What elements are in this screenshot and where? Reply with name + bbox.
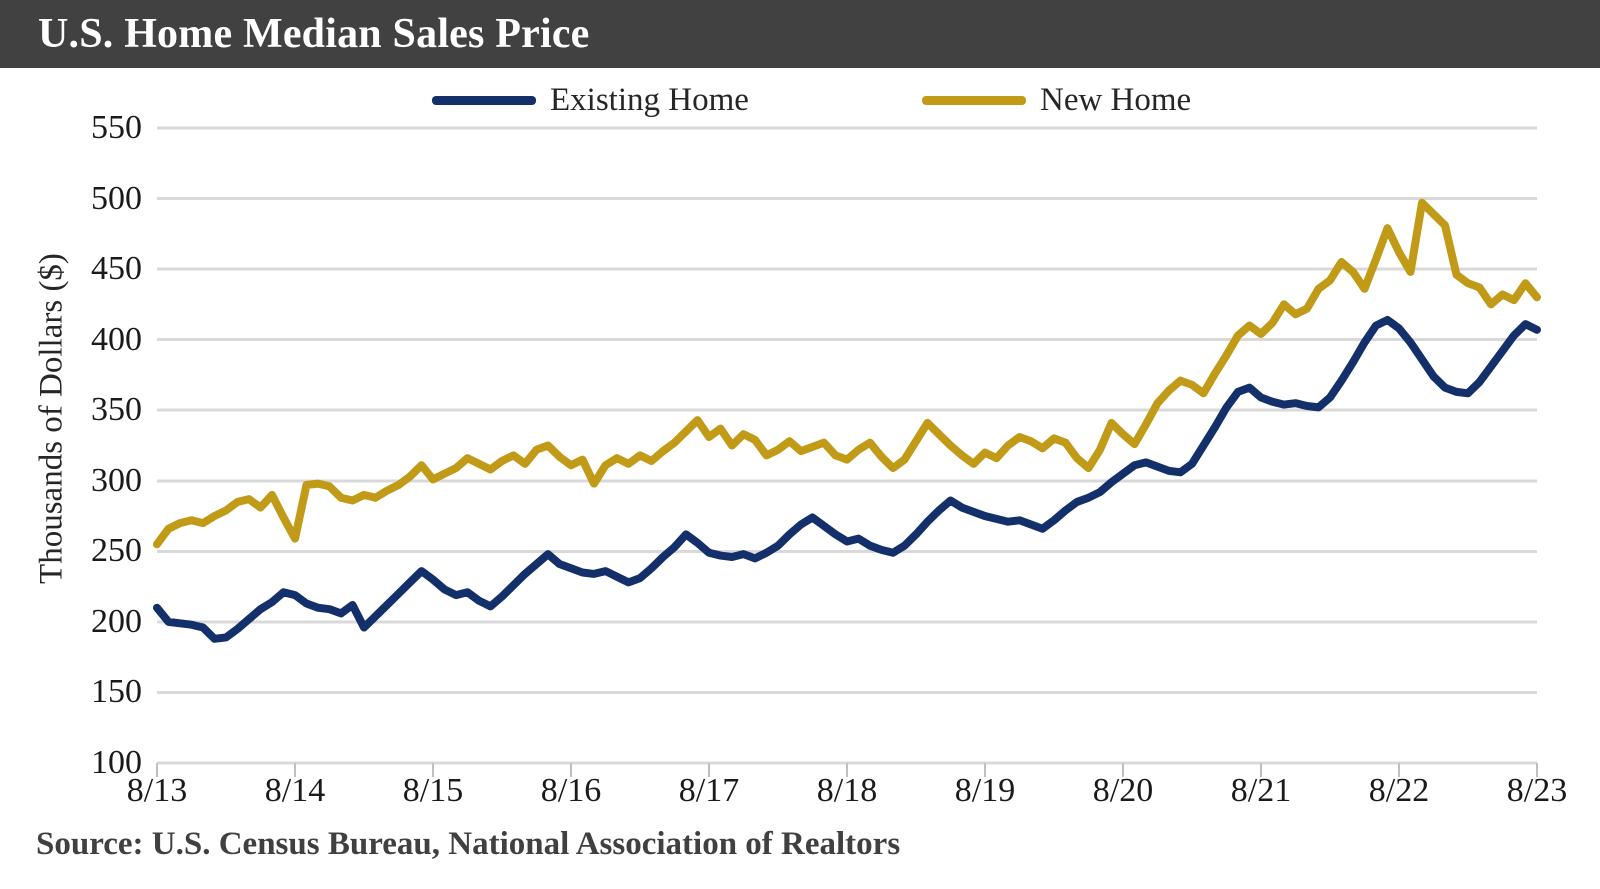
x-axis-tick-label: 8/21 [1230, 772, 1292, 809]
y-axis-tick-labels: 100 150 200 250 300 350 400 450 500 550 [0, 0, 142, 889]
y-axis-tick-label: 500 [91, 179, 142, 217]
x-axis-tick-label: 8/20 [1092, 772, 1154, 809]
legend-label-existing-home: Existing Home [550, 82, 749, 118]
source-note: Source: U.S. Census Bureau, National Ass… [36, 826, 901, 862]
legend-item-new-home: New Home [922, 84, 1191, 117]
x-axis-tick-label: 8/22 [1368, 772, 1430, 809]
series-line-existing-home [153, 315, 1541, 643]
y-axis-tick-label: 250 [91, 532, 142, 570]
page-title: U.S. Home Median Sales Price [38, 11, 590, 57]
x-axis-tick-label: 8/17 [678, 772, 740, 809]
x-axis-tick-label: 8/15 [402, 772, 464, 809]
chart-legend: Existing Home New Home [0, 84, 1600, 128]
series-line-new-home [153, 198, 1541, 549]
x-axis-tick-label: 8/13 [126, 772, 188, 809]
y-axis-tick-label: 400 [91, 320, 142, 358]
y-axis-tick-label: 550 [91, 109, 142, 146]
legend-label-new-home: New Home [1040, 82, 1192, 118]
x-axis-tick-label: 8/16 [540, 772, 602, 809]
legend-item-existing-home: Existing Home [432, 84, 749, 117]
y-axis-tick-label: 100 [91, 744, 142, 781]
x-axis-tick-label: 8/14 [264, 772, 326, 809]
y-axis-tick-label: 350 [91, 391, 142, 429]
x-axis-tick-label: 8/19 [954, 772, 1016, 809]
legend-swatch-existing-home [432, 96, 536, 105]
gridlines [157, 126, 1537, 765]
y-axis-tick-label: 450 [91, 250, 142, 288]
y-axis-tick-label: 150 [91, 673, 142, 711]
x-axis-tick-label: 8/23 [1506, 772, 1568, 809]
x-axis-tickmarks [156, 763, 1538, 777]
y-axis-tick-label: 300 [91, 461, 142, 499]
legend-swatch-new-home [922, 96, 1026, 105]
title-bar: U.S. Home Median Sales Price [0, 0, 1600, 68]
y-axis-tick-label: 200 [91, 602, 142, 640]
x-axis-tick-label: 8/18 [816, 772, 878, 809]
